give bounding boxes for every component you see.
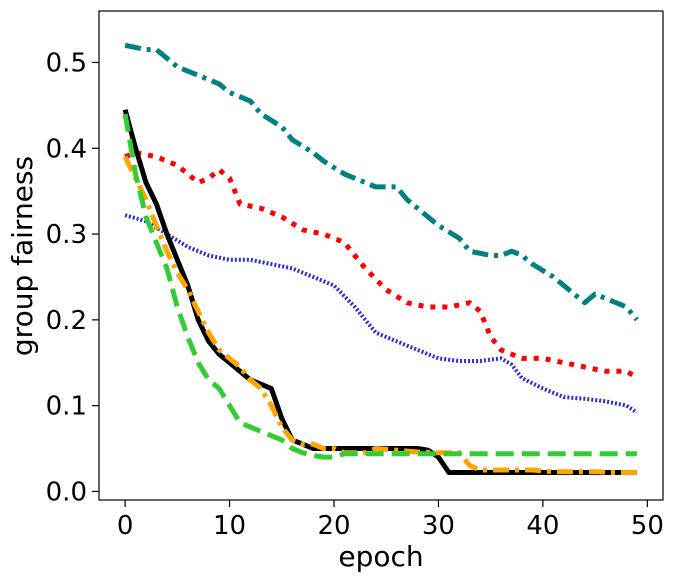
y-tick-label: 0.4 (46, 134, 87, 164)
series-line-6 (122, 113, 637, 460)
series-line-2 (124, 150, 639, 380)
series-line-1 (124, 42, 639, 322)
y-tick-label: 0.2 (46, 306, 87, 336)
x-tick-label: 20 (317, 511, 350, 541)
series-line-3 (124, 213, 638, 415)
y-tick-label: 0.1 (46, 392, 87, 422)
y-tick-label: 0.3 (46, 220, 87, 250)
x-tick-label: 40 (526, 511, 559, 541)
series-layer (122, 42, 639, 475)
x-tick-label: 50 (631, 511, 664, 541)
plot-frame (98, 10, 664, 501)
x-tick-label: 30 (422, 511, 455, 541)
x-tick-label: 10 (213, 511, 246, 541)
x-axis-label: epoch (338, 540, 423, 573)
series-line-4 (122, 109, 637, 475)
y-axis-label: group fairness (6, 156, 39, 356)
tick-layer: 0 10 20 30 40 50 0.0 0.1 0.2 0.3 0.4 0.5 (46, 48, 664, 541)
y-tick-label: 0.0 (46, 477, 87, 507)
series-line-5 (122, 155, 637, 475)
y-tick-label: 0.5 (46, 48, 87, 78)
x-tick-label: 0 (117, 511, 134, 541)
